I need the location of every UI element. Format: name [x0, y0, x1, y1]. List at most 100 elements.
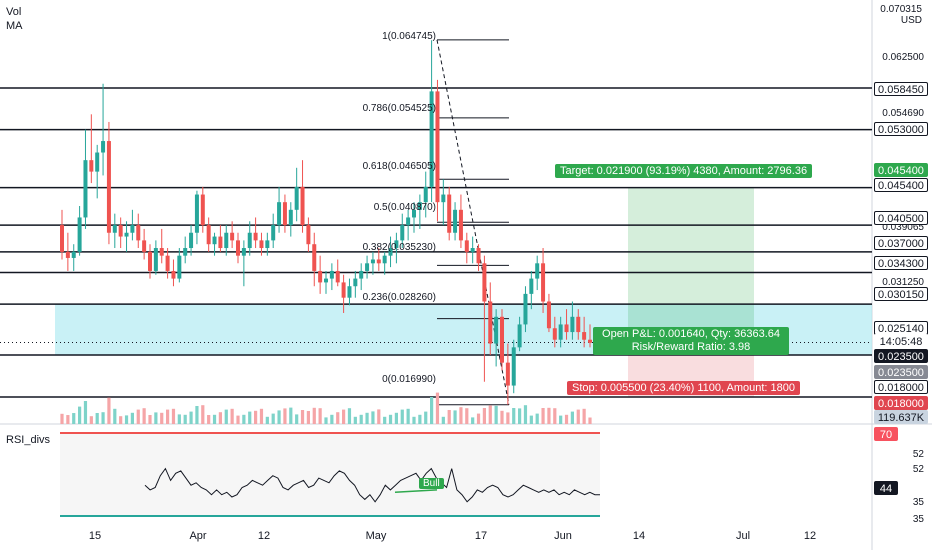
price-tag: 0.018000	[874, 380, 928, 394]
price-tag: 0.045400	[874, 178, 928, 192]
volume-bar	[265, 416, 269, 424]
candle-body	[535, 263, 540, 279]
candle-body	[576, 316, 581, 333]
volume-bar	[476, 413, 481, 424]
x-tick: 14	[632, 530, 646, 542]
candle-body	[200, 194, 205, 226]
volume-bar	[500, 410, 504, 424]
candle-body	[400, 225, 405, 241]
volume-bar	[248, 411, 252, 424]
volume-bar	[435, 392, 440, 424]
x-tick: May	[365, 530, 387, 542]
candle-body	[282, 202, 287, 226]
candle-body	[312, 244, 317, 271]
volume-bar	[471, 417, 475, 424]
volume-indicator-label[interactable]: Vol	[6, 6, 22, 18]
candle-body	[177, 255, 182, 279]
volume-bar	[283, 408, 287, 424]
volume-bar	[424, 411, 428, 424]
volume-bar	[518, 408, 522, 424]
volume-bar	[95, 413, 99, 424]
rsi-tick: 52	[912, 449, 924, 460]
candle-body	[253, 232, 258, 241]
fib-label: 0.618(0.046505)	[362, 161, 436, 172]
candle-body	[230, 232, 235, 241]
price-tag: 0.023500	[874, 365, 928, 379]
candle-body	[300, 186, 305, 226]
volume-bar	[529, 415, 533, 424]
volume-bar	[365, 412, 369, 424]
volume-bar	[78, 406, 82, 424]
candle-body	[77, 217, 82, 252]
candle-body	[541, 263, 546, 302]
volume-bar	[136, 409, 140, 424]
volume-bar	[406, 408, 410, 424]
volume-bar	[582, 408, 586, 424]
axis-currency: 0.070315 USD	[880, 4, 922, 26]
candle-body	[558, 324, 563, 340]
volume-bar	[160, 412, 164, 424]
volume-bar	[218, 412, 222, 424]
axis-tick: 0.062500	[882, 52, 924, 63]
volume-bar	[324, 417, 328, 424]
candle-body	[476, 248, 481, 264]
price-tag: 0.037000	[874, 236, 928, 250]
volume-bar	[459, 407, 463, 424]
candle-body	[482, 263, 487, 302]
stop-label[interactable]: Stop: 0.005500 (23.40%) 1100, Amount: 18…	[567, 381, 801, 395]
volume-bar	[482, 408, 486, 424]
volume-bar	[418, 414, 422, 424]
target-label[interactable]: Target: 0.021900 (93.19%) 4380, Amount: …	[555, 164, 813, 178]
candle-body	[517, 324, 522, 348]
volume-bar	[342, 409, 346, 424]
price-tag: 0.018000	[874, 396, 928, 410]
candle-body	[370, 259, 375, 264]
volume-bar	[171, 408, 176, 424]
volume-bar	[166, 409, 170, 424]
volume-bar	[588, 417, 592, 424]
volume-bar	[212, 414, 217, 424]
candle-body	[101, 141, 106, 153]
candle-body	[500, 316, 504, 363]
candle-body	[259, 240, 264, 249]
volume-bar	[465, 408, 469, 424]
candle-body	[406, 217, 411, 226]
volume-bar	[547, 407, 551, 424]
volume-bar	[312, 407, 316, 424]
rsi-title[interactable]: RSI_divs	[6, 434, 51, 446]
volume-bar	[183, 414, 187, 424]
candle-body	[294, 186, 299, 210]
candle-body	[71, 251, 76, 258]
volume-bar	[453, 410, 457, 424]
volume-bar	[388, 414, 393, 424]
volume-bar	[148, 415, 152, 424]
volume-bar	[119, 416, 123, 424]
volume-bar	[60, 413, 64, 424]
volume-bar	[412, 416, 416, 424]
volume-bar	[289, 407, 293, 424]
candle-body	[417, 202, 422, 210]
fib-label: 1(0.064745)	[382, 31, 436, 42]
rsi-divergence-line	[394, 489, 438, 494]
price-tag: 0.053000	[874, 122, 928, 136]
ma-indicator-label[interactable]: MA	[6, 20, 23, 32]
candle-body	[271, 225, 276, 241]
volume-bar	[154, 412, 158, 424]
open-pl-label[interactable]: Open P&L: 0.001640, Qty: 36363.64 Risk/R…	[593, 327, 789, 355]
candle-body	[112, 225, 117, 233]
volume-bar	[353, 416, 357, 424]
volume-bar	[101, 412, 105, 424]
risk-reward-text: Risk/Reward Ratio: 3.98	[631, 341, 751, 353]
axis-top-value: 0.070315	[880, 4, 922, 15]
axis-currency-unit: USD	[900, 15, 922, 26]
candle-body	[148, 251, 152, 271]
price-tag: 44	[874, 481, 898, 495]
candle-body	[488, 301, 493, 344]
candle-body	[394, 240, 399, 249]
candle-body	[236, 240, 240, 256]
candle-body	[429, 91, 434, 187]
candle-body	[435, 91, 440, 203]
x-tick: Jul	[735, 530, 751, 542]
bull-divergence-label: Bull	[419, 478, 444, 489]
